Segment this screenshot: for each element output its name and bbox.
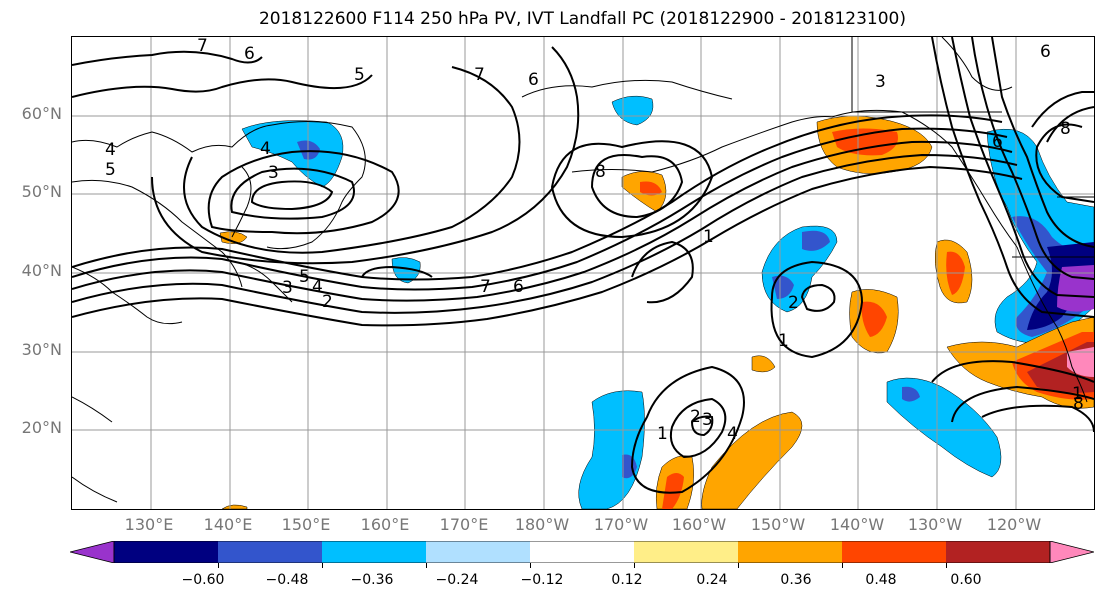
contour-label: 2: [322, 292, 333, 312]
colorbar-tick-label: −0.48: [265, 572, 309, 588]
contour-label: 1: [1072, 384, 1083, 404]
colorbar-tick: [426, 563, 427, 568]
lon-label-120w: 120°W: [986, 515, 1042, 534]
lat-label-20n: 20°N: [21, 418, 62, 437]
colorbar-segment: [842, 541, 946, 563]
contour-label: 7: [197, 37, 208, 56]
lat-label-50n: 50°N: [21, 182, 62, 201]
contour-label: 3: [702, 410, 713, 430]
lon-label-130e: 130°E: [124, 515, 174, 534]
ivt-shading-positive: [219, 115, 1094, 509]
colorbar-tick: [322, 563, 323, 568]
colorbar-tick-label: −0.24: [435, 572, 479, 588]
contour-label: 8: [1073, 394, 1084, 414]
contour-label: 7: [480, 277, 491, 297]
colorbar-extend-max: [1049, 541, 1094, 563]
contour-label: 6: [244, 44, 255, 64]
contour-label: 4: [727, 424, 738, 444]
colorbar-segment: [114, 541, 218, 563]
contour-label: 3: [282, 278, 293, 298]
colorbar-tick-label: 0.36: [780, 572, 812, 588]
colorbar-tick-label: 0.24: [696, 572, 728, 588]
colorbar-tick: [946, 563, 947, 568]
pv-contours: [72, 37, 1094, 494]
contour-label: 5: [354, 65, 365, 85]
contour-label: 2: [690, 407, 701, 427]
contour-label: 3: [268, 163, 279, 183]
contour-label: 1: [778, 331, 789, 351]
colorbar-tick: [842, 563, 843, 568]
colorbar-extend-min: [70, 541, 115, 563]
ivt-colorbar: [70, 541, 1094, 563]
colorbar-segment: [426, 541, 530, 563]
contour-label: 6: [992, 132, 1003, 152]
lon-label-130w: 130°W: [907, 515, 963, 534]
contour-label: 5: [299, 267, 310, 287]
contour-label: 1: [657, 424, 668, 444]
lon-label-150w: 150°W: [750, 515, 806, 534]
lon-label-160w: 160°W: [671, 515, 727, 534]
map-canvas: 7 6 5 7 6 3 6 4 5 4 3 8 1 5 4 3 2 7 6 2 …: [72, 37, 1094, 509]
contour-label: 2: [788, 293, 799, 313]
lat-label-60n: 60°N: [21, 104, 62, 123]
colorbar-tick-label: −0.12: [520, 572, 564, 588]
contour-label: 4: [105, 140, 116, 160]
lon-label-140w: 140°W: [829, 515, 885, 534]
contour-label: 6: [1040, 42, 1051, 62]
contour-label: 1: [703, 227, 714, 247]
lat-label-30n: 30°N: [21, 340, 62, 359]
colorbar-tick: [530, 563, 531, 568]
lon-label-160e: 160°E: [360, 515, 410, 534]
lon-label-150e: 150°E: [281, 515, 331, 534]
contour-label: 3: [875, 72, 886, 92]
contour-label: 6: [513, 277, 524, 297]
contour-label: 7: [474, 65, 485, 85]
colorbar-tick: [218, 563, 219, 568]
lon-label-140e: 140°E: [203, 515, 253, 534]
colorbar-tick-label: 0.60: [950, 572, 982, 588]
contour-label: 4: [312, 277, 323, 297]
colorbar-segment: [634, 541, 738, 563]
colorbar-segment: [530, 541, 634, 563]
contour-label: 8: [595, 162, 606, 182]
map-title: 2018122600 F114 250 hPa PV, IVT Landfall…: [258, 9, 906, 29]
contour-label: 8: [1060, 119, 1071, 139]
colorbar-segment: [218, 541, 322, 563]
colorbar-tick: [634, 563, 635, 568]
pv-contour-labels: 7 6 5 7 6 3 6 4 5 4 3 8 1 5 4 3 2 7 6 2 …: [105, 37, 1084, 444]
colorbar-outline: [113, 541, 1051, 563]
colorbar-segment: [738, 541, 842, 563]
contour-label: 4: [260, 139, 271, 159]
lon-label-180w: 180°W: [514, 515, 570, 534]
colorbar-tick: [738, 563, 739, 568]
lon-label-170w: 170°W: [593, 515, 649, 534]
colorbar-segment: [946, 541, 1050, 563]
contour-label: 5: [105, 160, 116, 180]
ivt-shading-negative: [241, 95, 1094, 509]
colorbar-tick-label: 0.48: [865, 572, 897, 588]
colorbar-tick-label: −0.60: [181, 572, 225, 588]
map-panel: 7 6 5 7 6 3 6 4 5 4 3 8 1 5 4 3 2 7 6 2 …: [71, 36, 1095, 510]
colorbar-tick-label: −0.36: [350, 572, 394, 588]
lat-label-40n: 40°N: [21, 261, 62, 280]
contour-label: 6: [528, 70, 539, 90]
colorbar-segment: [322, 541, 426, 563]
lon-label-170e: 170°E: [439, 515, 489, 534]
colorbar-tick-label: 0.12: [611, 572, 643, 588]
